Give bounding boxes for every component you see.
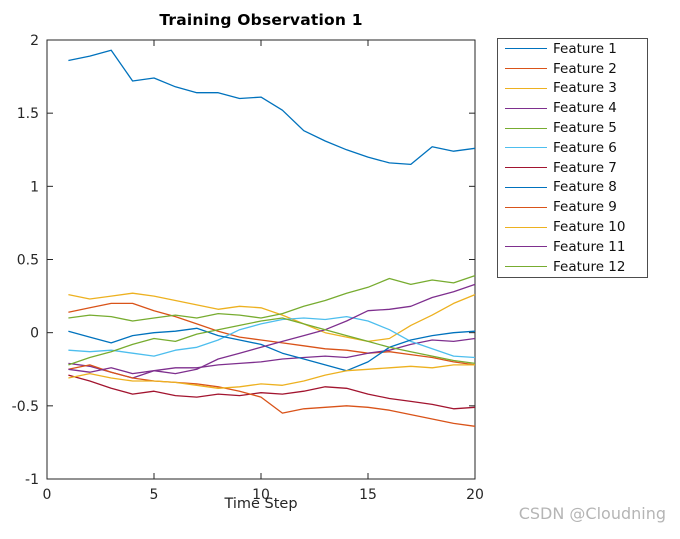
legend-label: Feature 6 [553, 139, 617, 156]
chart-title: Training Observation 1 [159, 11, 363, 29]
legend-line-sample [505, 107, 547, 109]
x-tick-label: 20 [466, 487, 484, 503]
legend-line-sample [505, 266, 547, 268]
legend: Feature 1 Feature 2 Feature 3 Feature 4 Feat… [497, 38, 648, 278]
axes-box [46, 39, 476, 480]
legend-item: Feature 7 [498, 158, 647, 178]
legend-line-sample [505, 186, 547, 188]
legend-line-sample [505, 246, 547, 248]
legend-line-sample [505, 226, 547, 228]
legend-label: Feature 4 [553, 100, 617, 117]
y-tick-label: 2 [30, 33, 39, 49]
legend-item: Feature 1 [498, 39, 647, 59]
legend-line-sample [505, 206, 547, 208]
legend-item: Feature 2 [498, 59, 647, 79]
legend-label: Feature 2 [553, 60, 617, 77]
series-line-feature-2 [68, 302, 476, 366]
legend-item: Feature 8 [498, 178, 647, 198]
y-tick-label: -0.5 [12, 399, 39, 415]
series-line-feature-5 [68, 274, 476, 322]
legend-label: Feature 11 [553, 238, 626, 255]
y-tick-label: 0.5 [17, 253, 39, 269]
legend-item: Feature 9 [498, 197, 647, 217]
legend-line-sample [505, 147, 547, 149]
series-line-feature-11 [68, 283, 476, 375]
legend-label: Feature 9 [553, 199, 617, 216]
legend-line-sample [505, 87, 547, 89]
x-axis-label: Time Step [224, 496, 298, 512]
series-line-feature-8 [68, 327, 476, 372]
legend-label: Feature 3 [553, 80, 617, 97]
legend-item: Feature 12 [498, 257, 647, 277]
legend-label: Feature 12 [553, 258, 626, 275]
series-line-feature-9 [68, 364, 476, 427]
series-line-feature-6 [68, 315, 476, 359]
legend-line-sample [505, 167, 547, 169]
series-line-feature-3 [68, 292, 476, 343]
series-line-feature-4 [68, 337, 476, 379]
series-line-feature-1 [68, 49, 476, 166]
legend-item: Feature 4 [498, 98, 647, 118]
series-line-feature-10 [68, 364, 475, 389]
x-tick-label: 15 [359, 487, 377, 503]
y-tick-label: 0 [30, 326, 39, 342]
legend-item: Feature 11 [498, 237, 647, 257]
watermark: CSDN @Cloudning [518, 504, 666, 523]
legend-line-sample [505, 68, 547, 70]
legend-line-sample [505, 127, 547, 129]
legend-label: Feature 1 [553, 40, 617, 57]
legend-item: Feature 5 [498, 118, 647, 138]
legend-label: Feature 10 [553, 219, 626, 236]
legend-item: Feature 10 [498, 217, 647, 237]
legend-item: Feature 3 [498, 79, 647, 99]
series-line-feature-12 [68, 317, 476, 366]
y-tick-label: -1 [25, 472, 39, 488]
x-tick-label: 10 [252, 487, 270, 503]
y-tick-label: 1 [30, 179, 39, 195]
legend-item: Feature 6 [498, 138, 647, 158]
y-tick-label: 1.5 [17, 106, 39, 122]
x-tick-label: 5 [150, 487, 159, 503]
legend-line-sample [505, 48, 547, 50]
legend-label: Feature 7 [553, 159, 617, 176]
legend-label: Feature 5 [553, 120, 617, 137]
x-tick-label: 0 [43, 487, 52, 503]
series-line-feature-7 [68, 374, 476, 410]
legend-label: Feature 8 [553, 179, 617, 196]
